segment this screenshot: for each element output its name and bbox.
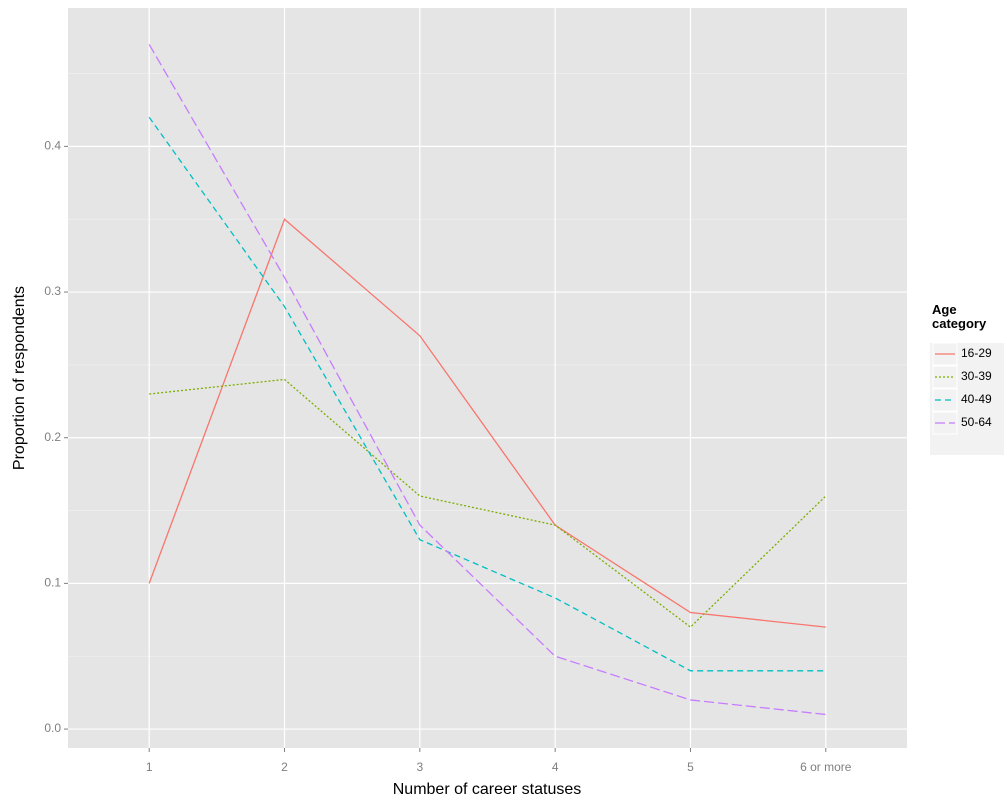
y-tick-label: 0.1 [44,576,61,590]
legend-label: 16-29 [961,346,992,360]
x-tick-label: 4 [552,760,559,774]
legend-label: 30-39 [961,369,992,383]
y-axis-title: Proportion of respondents [11,286,28,470]
legend-label: 50-64 [961,415,992,429]
legend-title: Age category [932,302,987,331]
x-tick-label: 3 [416,760,423,774]
series-line [149,378,827,628]
legend-label: 40-49 [961,392,992,406]
y-tick-label: 0.2 [44,430,61,444]
series-line [148,116,826,672]
x-tick-label: 6 or more [800,760,852,774]
y-tick-label: 0.4 [44,139,61,153]
x-axis-title: Number of career statuses [393,781,582,798]
series-line [148,44,826,716]
panel [68,8,907,748]
y-tick-label: 0.3 [44,284,61,298]
series-line [148,218,826,628]
y-tick-label: 0.0 [44,721,61,735]
x-tick-label: 5 [687,760,694,774]
x-tick-label: 2 [281,760,288,774]
x-tick-label: 1 [146,760,153,774]
